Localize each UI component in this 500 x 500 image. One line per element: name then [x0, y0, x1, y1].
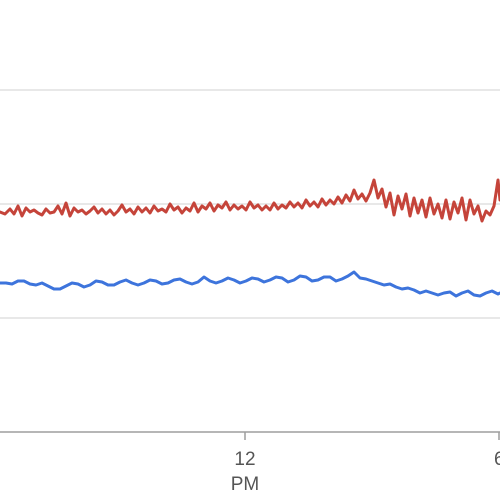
x-tick-label-noon-line-1: 12	[234, 449, 255, 470]
x-tick-label-six: 6	[494, 449, 500, 470]
x-tick-label-noon-line-2: PM	[231, 474, 260, 495]
series-line-2	[0, 270, 500, 298]
x-tick-labels: 12 PM 6	[231, 449, 500, 495]
x-axis-ticks	[244, 432, 500, 440]
series-line-1	[0, 178, 500, 223]
series-layer	[0, 178, 500, 298]
